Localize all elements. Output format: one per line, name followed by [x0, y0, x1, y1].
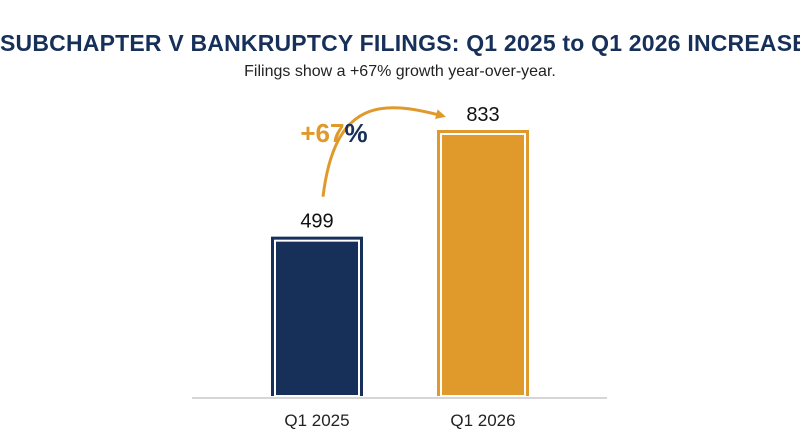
growth-arrow: [321, 106, 446, 197]
growth-number: +67: [300, 118, 344, 148]
x-tick-label-q1-2025: Q1 2025: [284, 411, 349, 430]
growth-annotation: +67%: [300, 118, 367, 148]
chart-title: SUBCHAPTER V BANKRUPTCY FILINGS: Q1 2025…: [0, 30, 800, 56]
x-tick-label-q1-2026: Q1 2026: [450, 411, 515, 430]
bar-inner-border-q1-2025: [274, 239, 360, 397]
bars-layer: 499 Q1 2025 833 Q1 2026: [271, 104, 529, 430]
chart-subtitle: Filings show a +67% growth year-over-yea…: [244, 63, 556, 80]
data-label-q1-2026: 833: [466, 104, 499, 126]
bar-q1-2025: [271, 236, 363, 396]
data-label-q1-2025: 499: [300, 211, 333, 233]
bar-q1-2026: [437, 130, 529, 396]
bar-inner-border-q1-2026: [440, 133, 526, 397]
growth-percent-sign: %: [344, 118, 367, 148]
